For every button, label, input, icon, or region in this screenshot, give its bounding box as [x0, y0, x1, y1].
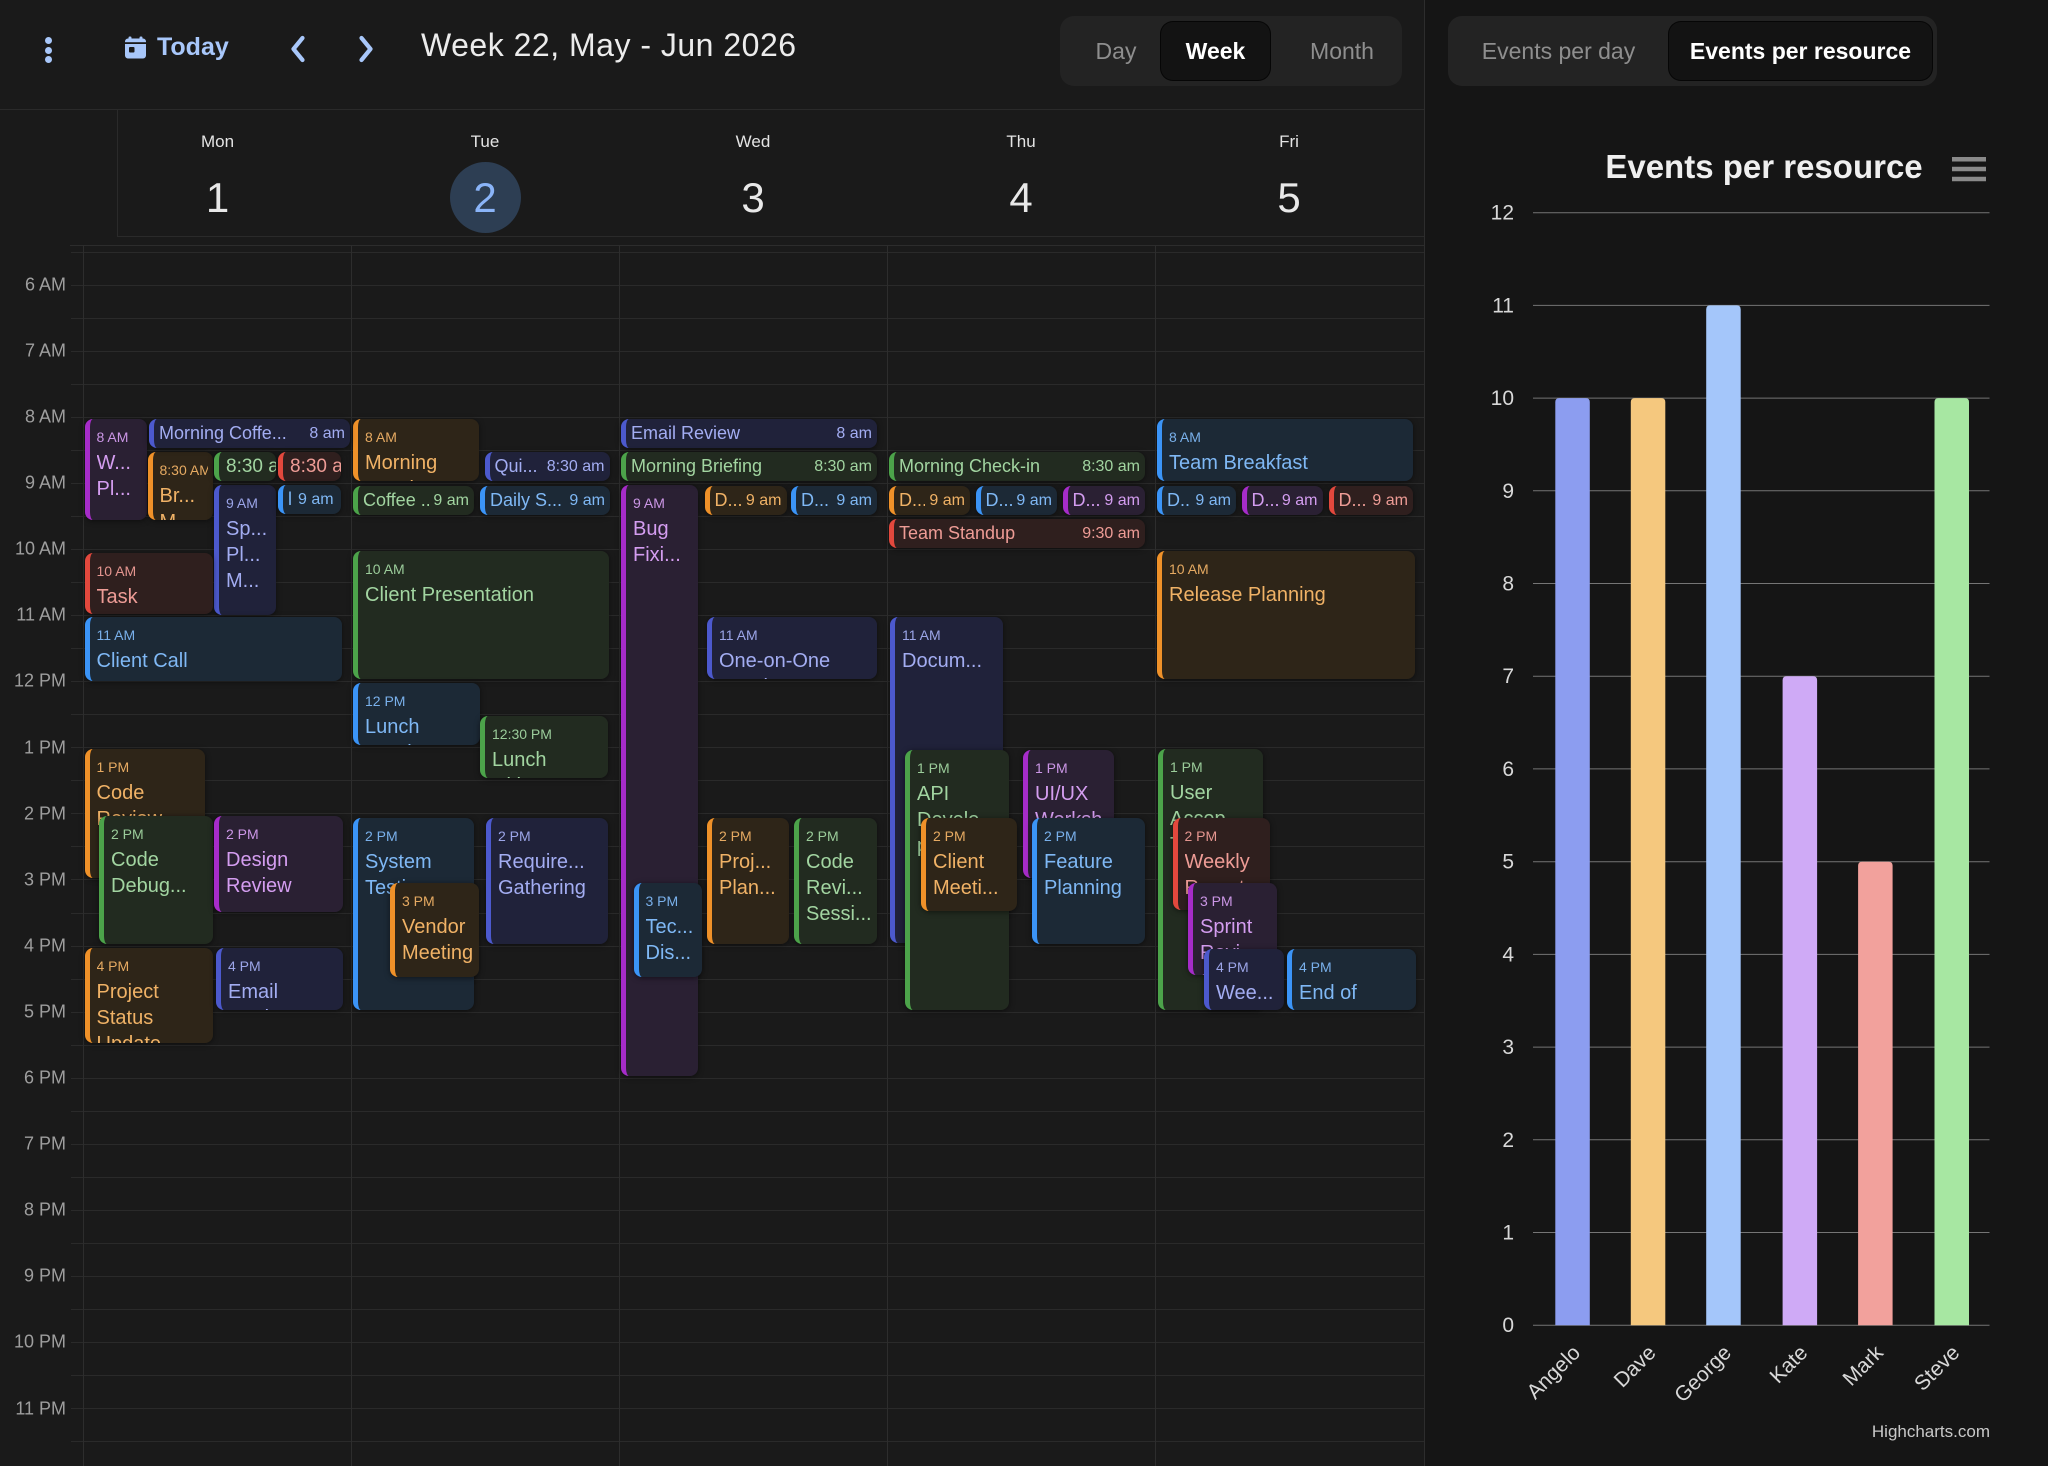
svg-text:10: 10 — [1491, 387, 1514, 410]
svg-text:12: 12 — [1491, 202, 1514, 225]
svg-text:5: 5 — [1502, 851, 1514, 874]
svg-text:7: 7 — [1502, 665, 1514, 688]
svg-text:8: 8 — [1502, 573, 1514, 596]
svg-text:Dave: Dave — [1610, 1341, 1661, 1392]
svg-text:Events per resource: Events per resource — [1605, 148, 1922, 185]
svg-text:Highcharts.com: Highcharts.com — [1872, 1422, 1990, 1441]
svg-text:1: 1 — [1502, 1222, 1514, 1245]
svg-text:George: George — [1670, 1341, 1736, 1407]
svg-text:Steve: Steve — [1910, 1341, 1964, 1395]
svg-text:4: 4 — [1502, 943, 1514, 966]
svg-text:9: 9 — [1502, 480, 1514, 503]
svg-text:Mark: Mark — [1839, 1341, 1889, 1391]
svg-text:11: 11 — [1492, 294, 1514, 317]
svg-text:0: 0 — [1502, 1314, 1514, 1337]
svg-text:6: 6 — [1502, 758, 1514, 781]
svg-text:Kate: Kate — [1766, 1341, 1813, 1388]
svg-text:3: 3 — [1502, 1036, 1514, 1059]
svg-text:Angelo: Angelo — [1523, 1341, 1586, 1404]
svg-text:2: 2 — [1502, 1129, 1514, 1152]
